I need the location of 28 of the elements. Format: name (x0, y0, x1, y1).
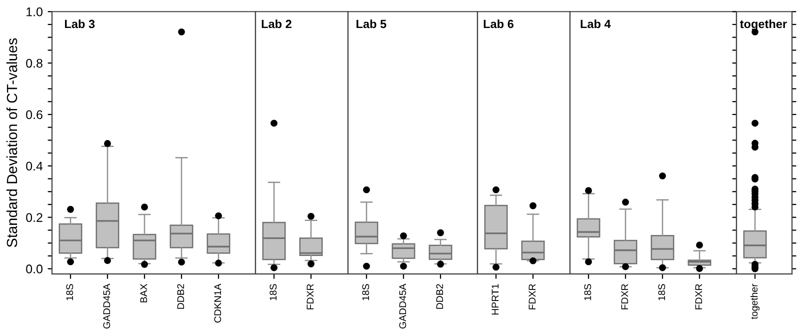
x-tick-label: BAX (140, 284, 148, 302)
text: Lab 4 (580, 19, 611, 28)
x-tick-label: FDXR (621, 284, 628, 310)
x-tick-label: DDB2 (177, 284, 184, 309)
text: Lab 3 (65, 19, 95, 28)
text: Lab 5 (356, 19, 386, 28)
x-tick-label: FDXR (528, 284, 536, 310)
x-tick-label: CDKN1A (214, 284, 222, 323)
y-tick-label: 0.6 (26, 110, 42, 120)
y-tick-label: 0.0 (26, 264, 42, 274)
x-tick-label: DDB2 (436, 284, 444, 309)
y-tick-label: 0.4 (26, 162, 43, 171)
x-tick-label: 18S (270, 284, 277, 300)
text: Lab 6 (484, 19, 514, 28)
x-tick-label: GADD45A (103, 284, 110, 329)
x-tick-label: 18S (66, 284, 74, 300)
y-axis-title: Standard Deviation of CT-values (6, 38, 18, 248)
x-tick-label: 18S (584, 284, 592, 300)
x-tick-label: GADD45A (399, 284, 406, 329)
x-tick-label: FDXR (306, 284, 314, 310)
text: Lab 2 (262, 19, 292, 28)
y-tick-label: 0.8 (26, 58, 42, 68)
y-tick-label: 1.0 (26, 7, 42, 16)
x-tick-label: 18S (362, 284, 370, 300)
y-tick-label: 0.2 (26, 213, 42, 222)
x-tick-label: 18S (658, 284, 666, 300)
x-tick-label: HPRT1 (492, 284, 499, 315)
x-tick-label: FDXR (695, 284, 702, 310)
